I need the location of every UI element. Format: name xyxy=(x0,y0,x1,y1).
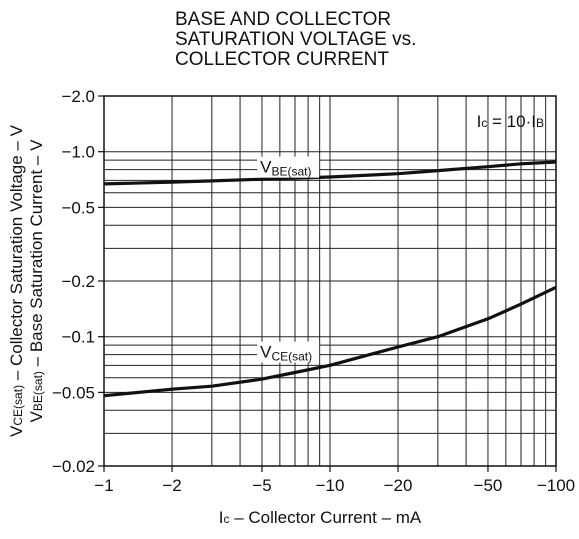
x-axis-title: Ic – Collector Current – mA xyxy=(219,508,422,527)
y-tick-label: −0.05 xyxy=(52,383,95,402)
y-tick-label: −1.0 xyxy=(61,143,95,162)
x-tick-label: −50 xyxy=(474,476,503,495)
x-tick-label: −100 xyxy=(537,476,575,495)
y-tick-label: −2.0 xyxy=(61,87,95,106)
series-1-label: VCE(sat) xyxy=(260,343,312,364)
chart-title-line-3: COLLECTOR CURRENT xyxy=(175,49,389,70)
x-tick-label: −20 xyxy=(384,476,413,495)
chart-title-line-2: SATURATION VOLTAGE vs. xyxy=(175,29,417,50)
x-tick-label: −10 xyxy=(316,476,345,495)
y-tick-label: −0.1 xyxy=(61,328,95,347)
series-1-line xyxy=(103,285,557,398)
x-tick-label: −2 xyxy=(162,476,181,495)
y-axis-title-line-2: VBE(sat) – Base Saturation Current – V xyxy=(27,139,46,423)
series-label-bg xyxy=(257,341,320,363)
x-tick-label: −5 xyxy=(252,476,271,495)
chart-title-line-1: BASE AND COLLECTOR xyxy=(175,9,392,30)
grid-layer xyxy=(104,96,556,466)
x-tick-label: −1 xyxy=(94,476,113,495)
condition-annotation: Ic = 10·IB xyxy=(477,112,544,131)
y-tick-label: −0.2 xyxy=(61,272,95,291)
series-0-line xyxy=(103,160,557,186)
y-tick-label: −0.5 xyxy=(61,198,95,217)
y-axis-title-line-1: VCE(sat) – Collector Saturation Voltage … xyxy=(7,124,26,437)
series-label-bg xyxy=(257,156,320,178)
tick-layer: −1 −2 −5 −10 −20 −50 −100 −2.0 −1.0 −0.5 −0.2 −0.1 −… xyxy=(52,87,575,495)
series-layer xyxy=(103,160,557,398)
chart-title: BASE AND COLLECTOR SATURATION VOLTAGE vs… xyxy=(175,10,535,70)
series-0-label: VBE(sat) xyxy=(260,158,311,179)
y-tick-label: −0.02 xyxy=(52,457,95,476)
label-layer: VBE(sat) VCE(sat) Ic = 10·IB Ic – Collector… xyxy=(7,112,544,527)
